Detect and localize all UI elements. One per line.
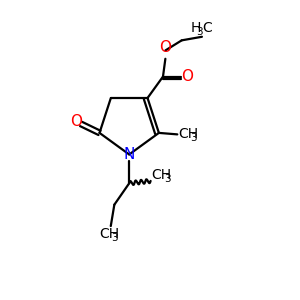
Text: O: O	[70, 114, 82, 129]
Text: H: H	[190, 22, 201, 35]
Text: CH: CH	[151, 168, 171, 182]
Text: C: C	[202, 22, 212, 35]
Text: CH: CH	[178, 128, 198, 141]
Text: 3: 3	[196, 27, 203, 37]
Text: O: O	[159, 40, 171, 55]
Text: 3: 3	[111, 233, 118, 243]
Text: 3: 3	[164, 174, 170, 184]
Text: N: N	[124, 147, 135, 162]
Text: 3: 3	[190, 133, 197, 143]
Text: CH: CH	[100, 227, 120, 242]
Text: O: O	[181, 69, 193, 84]
